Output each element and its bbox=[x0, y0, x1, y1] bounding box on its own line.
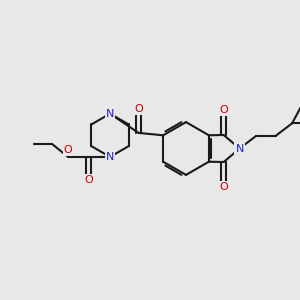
Text: N: N bbox=[236, 143, 244, 154]
Text: O: O bbox=[219, 182, 228, 192]
Text: O: O bbox=[134, 104, 143, 114]
Text: N: N bbox=[106, 152, 114, 162]
Text: O: O bbox=[64, 145, 72, 155]
Text: O: O bbox=[219, 105, 228, 116]
Text: N: N bbox=[106, 109, 114, 119]
Text: O: O bbox=[84, 175, 93, 185]
